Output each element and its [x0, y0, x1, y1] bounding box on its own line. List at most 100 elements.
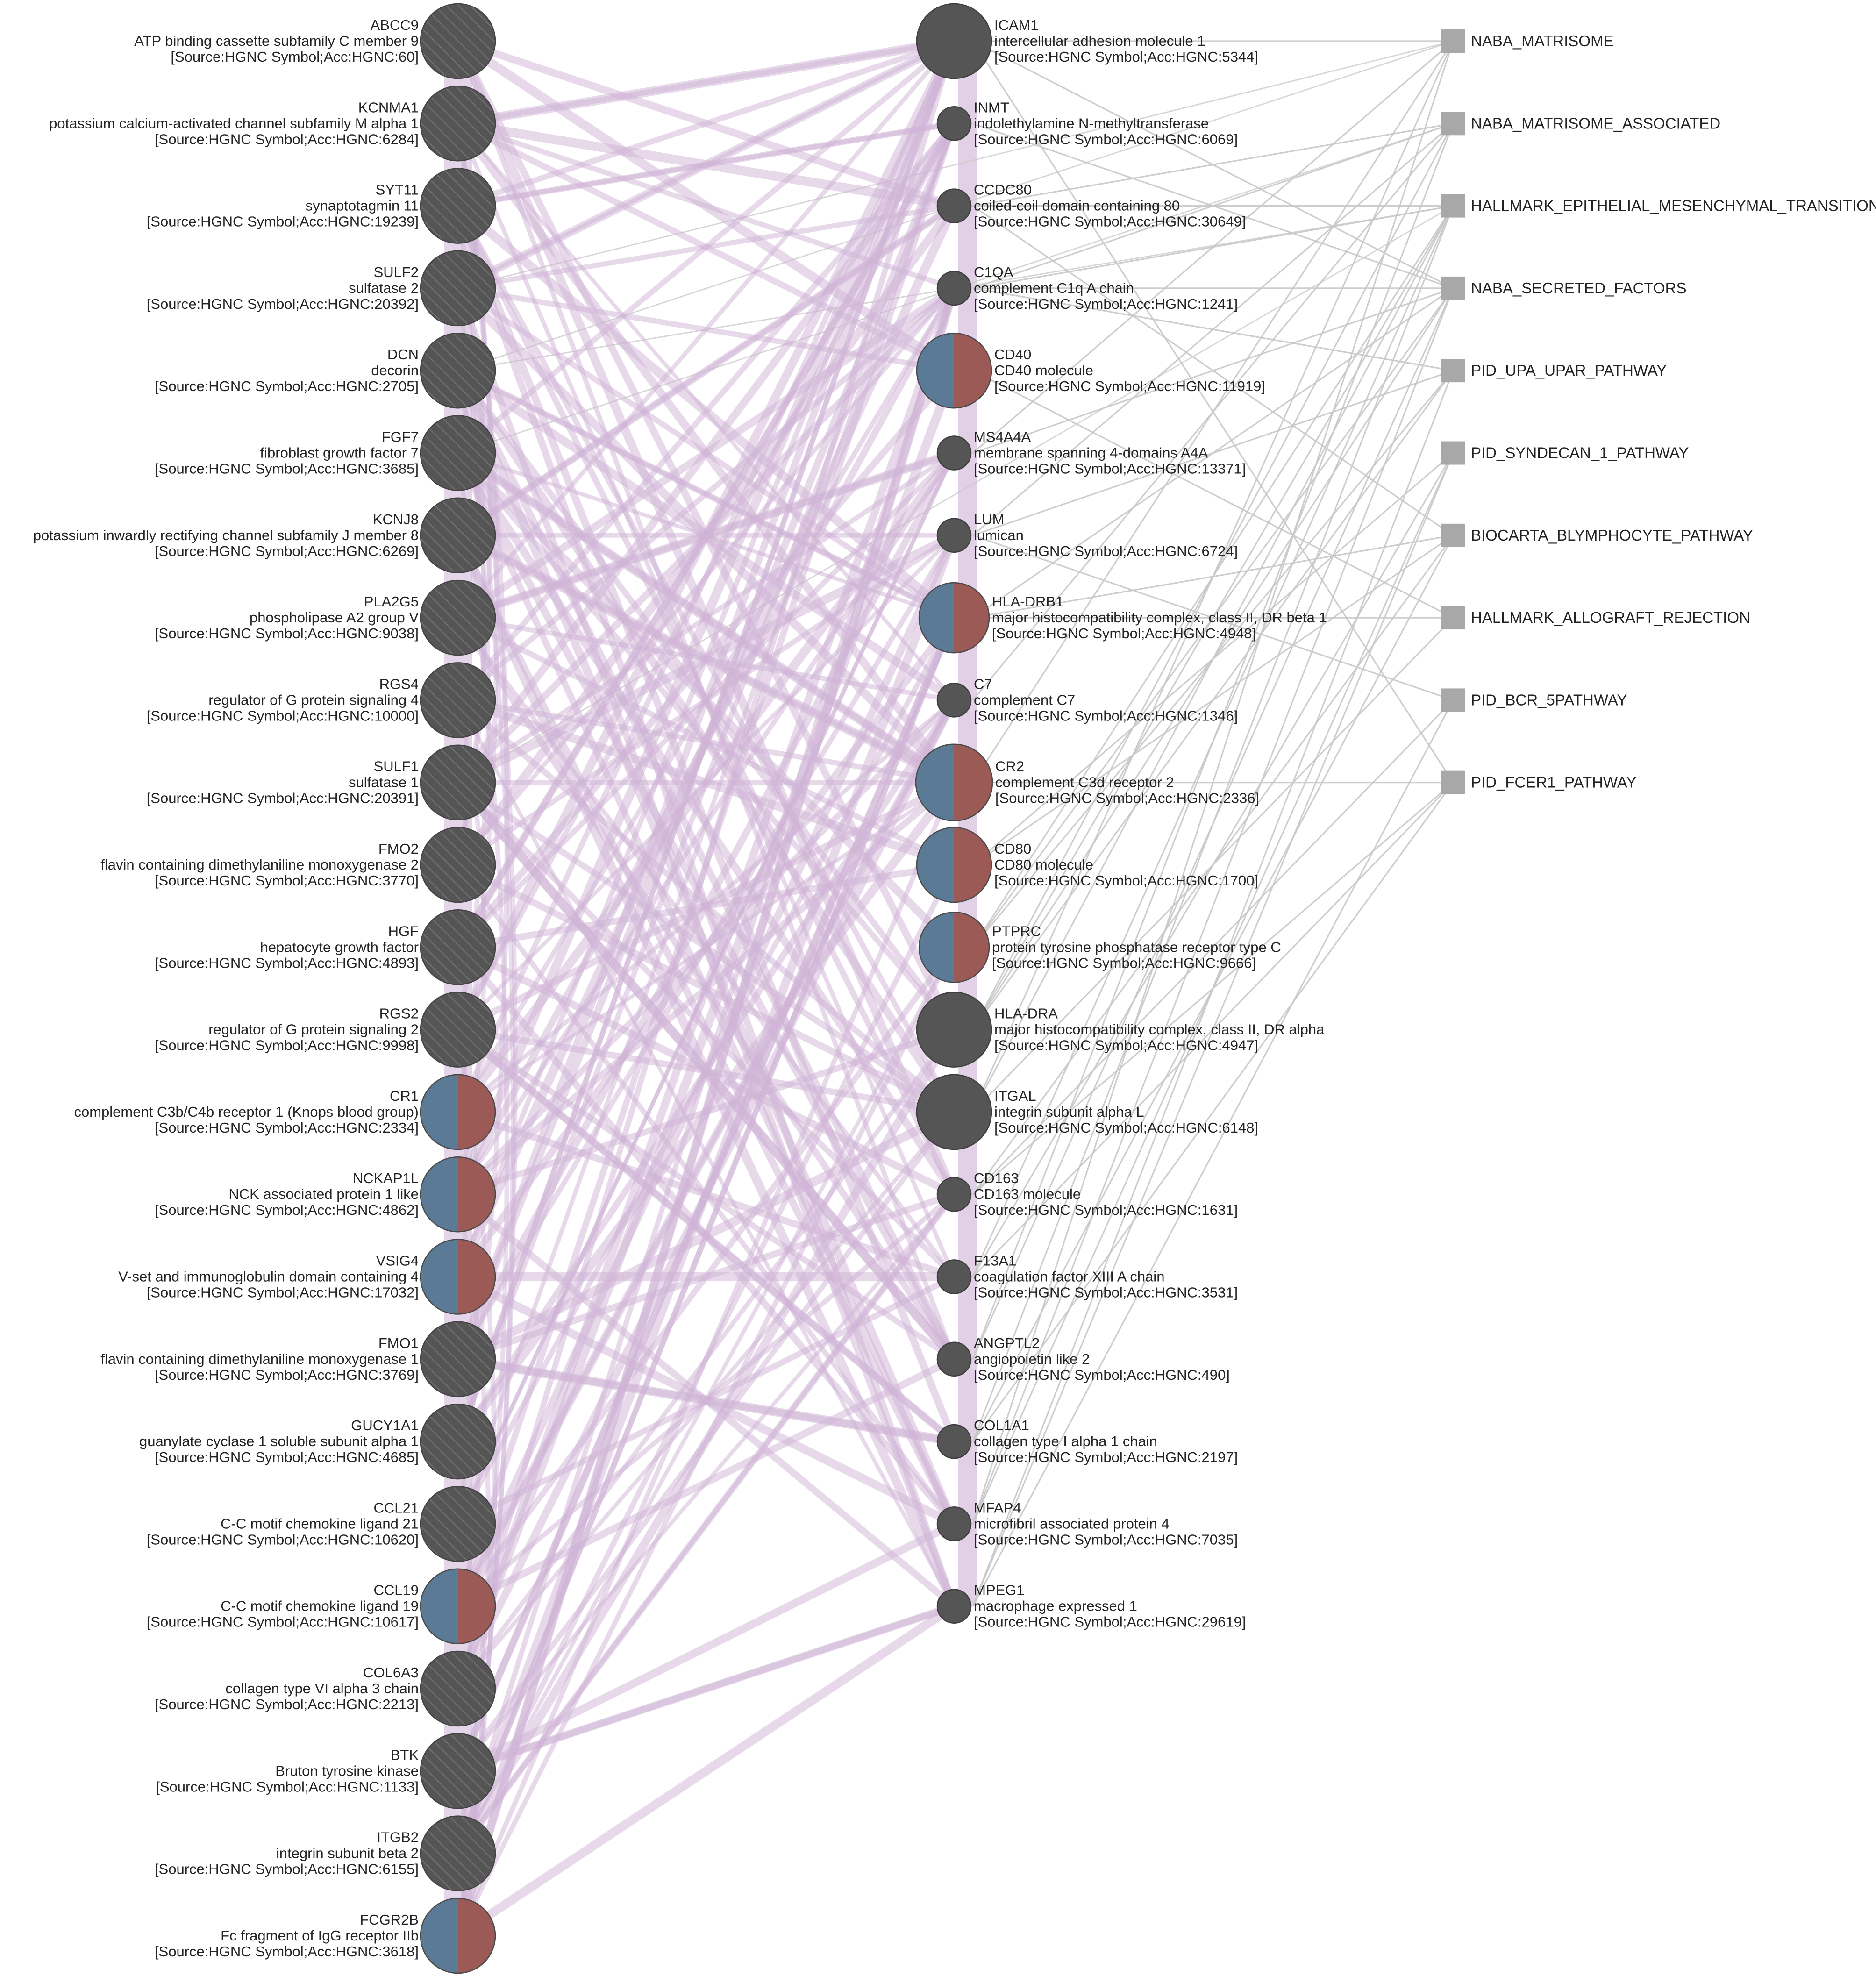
gene-circle-split[interactable] [420, 1568, 496, 1644]
gene-circle[interactable] [420, 1486, 496, 1562]
gene-circle[interactable] [936, 1424, 972, 1459]
pathway-node[interactable]: PID_SYNDECAN_1_PATHWAY [1441, 441, 1689, 465]
gene-circle-split[interactable] [918, 582, 990, 654]
pathway-node[interactable]: NABA_MATRISOME_ASSOCIATED [1441, 112, 1720, 136]
gene-circle-split[interactable] [915, 743, 993, 821]
gene-circle[interactable] [936, 1177, 972, 1212]
pathway-square[interactable] [1441, 770, 1465, 794]
gene-circle[interactable] [916, 3, 992, 79]
gene-circle[interactable] [936, 435, 972, 471]
pathway-node[interactable]: HALLMARK_ALLOGRAFT_REJECTION [1441, 606, 1750, 630]
gene-circle[interactable] [420, 1403, 496, 1480]
gene-circle-split[interactable] [420, 1074, 496, 1150]
pathway-node[interactable]: HALLMARK_EPITHELIAL_MESENCHYMAL_TRANSITI… [1441, 194, 1876, 218]
gene-circle[interactable] [936, 188, 972, 223]
gene-circle[interactable] [936, 271, 972, 306]
pathway-node[interactable]: BIOCARTA_BLYMPHOCYTE_PATHWAY [1441, 523, 1753, 547]
pathway-square[interactable] [1441, 276, 1465, 300]
gene-circle[interactable] [420, 332, 496, 409]
pathway-node[interactable]: NABA_SECRETED_FACTORS [1441, 276, 1687, 300]
gene-circle[interactable] [420, 497, 496, 574]
gene-circle[interactable] [420, 744, 496, 820]
gene-circle[interactable] [420, 86, 496, 162]
pathway-node[interactable]: NABA_MATRISOME [1441, 29, 1614, 53]
pathway-square[interactable] [1441, 112, 1465, 136]
gene-circle-split[interactable] [420, 1156, 496, 1233]
gene-circle[interactable] [420, 909, 496, 985]
gene-circle-split[interactable] [916, 332, 992, 409]
pathway-node[interactable]: PID_BCR_5PATHWAY [1441, 688, 1627, 712]
pathway-square[interactable] [1441, 194, 1465, 218]
gene-circle[interactable] [936, 106, 972, 141]
pathway-square[interactable] [1441, 441, 1465, 465]
gene-circle[interactable] [420, 3, 496, 79]
gene-circle-split[interactable] [420, 1239, 496, 1315]
pathway-node[interactable]: PID_UPA_UPAR_PATHWAY [1441, 359, 1667, 383]
gene-circle[interactable] [420, 662, 496, 738]
gene-circle[interactable] [420, 992, 496, 1068]
gene-circle[interactable] [420, 579, 496, 656]
gene-circle[interactable] [936, 1259, 972, 1294]
gene-circle[interactable] [916, 1074, 992, 1150]
gene-circle-split[interactable] [916, 827, 992, 903]
gene-circle[interactable] [916, 992, 992, 1068]
gene-circle[interactable] [420, 1321, 496, 1398]
gene-circle[interactable] [420, 415, 496, 491]
gene-circle[interactable] [936, 683, 972, 718]
pathway-square[interactable] [1441, 606, 1465, 630]
pathway-square[interactable] [1441, 29, 1465, 53]
gene-circle[interactable] [936, 1506, 972, 1541]
gene-circle-split[interactable] [420, 1898, 496, 1974]
gene-circle[interactable] [420, 1733, 496, 1809]
gene-circle[interactable] [936, 1589, 972, 1624]
gene-circle[interactable] [420, 827, 496, 903]
pathway-square[interactable] [1441, 523, 1465, 547]
gene-circle[interactable] [420, 250, 496, 327]
gene-circle[interactable] [936, 1341, 972, 1377]
gene-circle[interactable] [936, 518, 972, 553]
gene-circle[interactable] [420, 1650, 496, 1727]
gene-circle[interactable] [420, 168, 496, 244]
gene-circle-split[interactable] [918, 912, 990, 983]
